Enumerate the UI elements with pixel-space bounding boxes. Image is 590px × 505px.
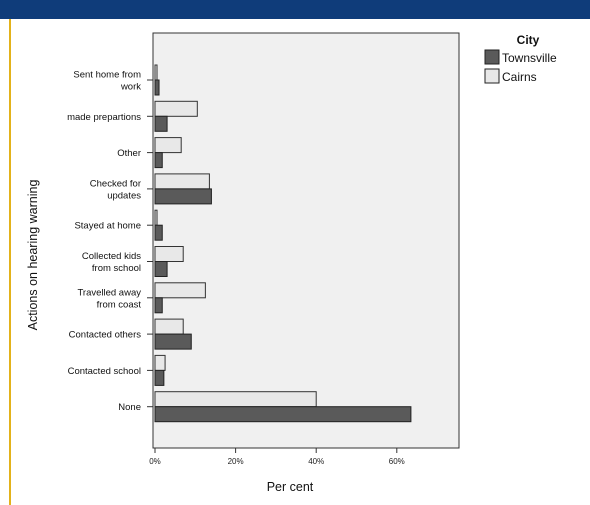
x-tick-label: 0% — [149, 457, 161, 466]
category-label-contacted-school: Contacted school — [68, 366, 141, 377]
category-label-made-prepartions: made prepartions — [67, 112, 141, 123]
legend-title: City — [517, 33, 540, 47]
plot-area — [152, 32, 460, 449]
category-label-sent-home-from-work: Sent home from work — [73, 70, 141, 93]
bars-group — [154, 64, 412, 423]
bar-cairns-contacted-others — [154, 318, 184, 335]
legend: City Townsville Cairns — [484, 33, 557, 84]
bar-townsville-other — [154, 152, 163, 169]
category-label-none: None — [118, 402, 141, 413]
bar-townsville-collected-kids-from-school — [154, 261, 168, 277]
bar-townsville-made-prepartions — [154, 115, 168, 132]
category-label-travelled-away-from-coast: Travelled away from coast — [77, 287, 141, 310]
bar-townsville-contacted-school — [154, 369, 165, 386]
legend-label-townsville: Townsville — [502, 51, 557, 65]
header-bar — [0, 0, 590, 19]
category-labels: Sent home from work made prepartions Other C… — [67, 70, 153, 413]
bar-townsville-none — [154, 406, 412, 423]
bar-cairns-checked-for-updates — [154, 173, 210, 190]
bar-cairns-sent-home-from-work — [154, 64, 158, 81]
bar-cairns-contacted-school — [154, 354, 166, 371]
bar-townsville-checked-for-updates — [154, 188, 212, 205]
bar-cairns-stayed-at-home — [154, 209, 158, 226]
y-axis-title: Actions on hearing warning — [26, 180, 40, 331]
bar-cairns-none — [154, 391, 317, 408]
category-label-checked-for-updates: Checked for updates — [90, 178, 141, 201]
legend-swatch-cairns — [484, 68, 500, 84]
category-label-other: Other — [117, 148, 141, 159]
legend-label-cairns: Cairns — [502, 70, 537, 84]
bar-townsville-stayed-at-home — [154, 224, 163, 241]
x-tick-label: 20% — [228, 457, 244, 466]
category-label-collected-kids-from-school: Collected kids from school — [82, 251, 141, 274]
bar-cairns-collected-kids-from-school — [154, 246, 184, 262]
x-tick-label: 60% — [389, 457, 405, 466]
bar-cairns-other — [154, 137, 182, 154]
bar-cairns-made-prepartions — [154, 100, 198, 117]
category-label-stayed-at-home: Stayed at home — [74, 221, 141, 232]
bar-townsville-sent-home-from-work — [154, 79, 160, 96]
legend-swatch-townsville — [484, 49, 500, 65]
x-axis-title: Per cent — [267, 480, 314, 494]
bar-townsville-travelled-away-from-coast — [154, 297, 163, 314]
x-tick-label: 40% — [308, 457, 324, 466]
x-axis-ticks: 0% 20% 40% 60% — [149, 448, 405, 466]
bar-cairns-travelled-away-from-coast — [154, 282, 206, 299]
category-label-contacted-others: Contacted others — [69, 330, 142, 341]
bar-townsville-contacted-others — [154, 333, 192, 350]
accent-rule — [9, 19, 11, 505]
